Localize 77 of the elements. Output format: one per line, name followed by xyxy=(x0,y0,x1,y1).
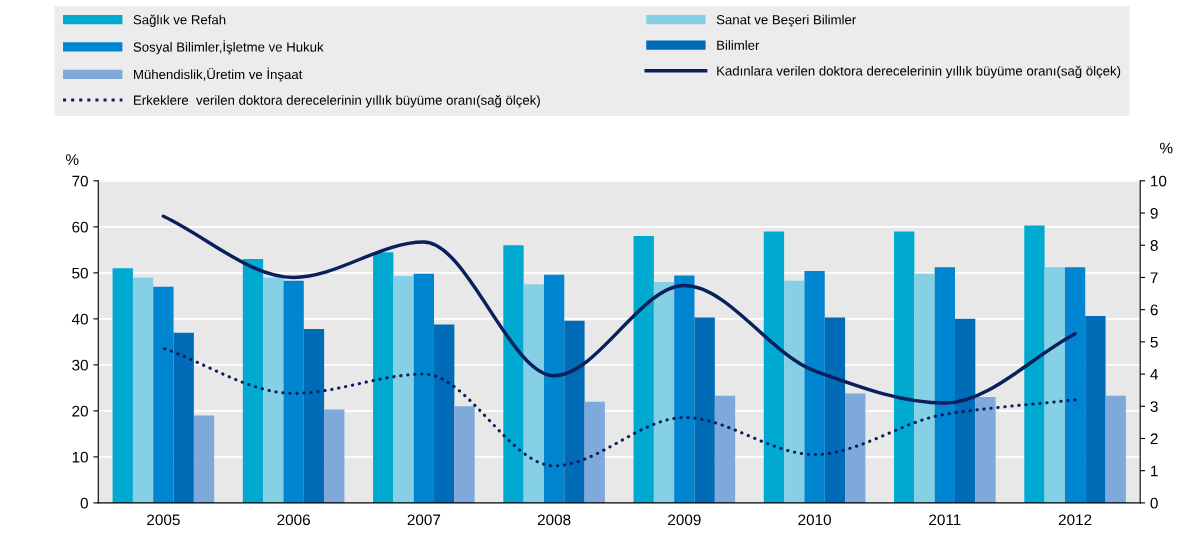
y2-tick-label: 2 xyxy=(1150,433,1158,445)
x-tick-label: 2006 xyxy=(277,514,310,526)
y2-tick-label: 9 xyxy=(1150,207,1158,219)
bar xyxy=(674,275,695,503)
bar xyxy=(845,393,866,503)
bar xyxy=(153,286,174,503)
bar xyxy=(1044,267,1065,503)
line-series xyxy=(161,214,1077,405)
y-tick-label: 30 xyxy=(72,359,88,371)
y-tick-label: 20 xyxy=(72,405,88,417)
x-tick-label: 2012 xyxy=(1058,514,1092,526)
bar xyxy=(1085,316,1106,503)
y-tick-label: 0 xyxy=(80,497,88,509)
bar xyxy=(564,320,585,503)
legend-label: Kadınlara verilen doktora derecelerinin yıllık büyüme oranı(sağ ölçek) xyxy=(717,65,1121,79)
bar xyxy=(324,409,345,503)
legend-label: Bilimler xyxy=(717,40,760,50)
bar xyxy=(763,231,785,503)
legend-label: Sosyal Bilimler,İşletme ve Hukuk xyxy=(133,40,324,55)
bar xyxy=(1024,225,1045,503)
x-tick-label: 2007 xyxy=(407,514,441,526)
y-tick-label: 40 xyxy=(71,313,88,325)
bar xyxy=(112,268,133,503)
bar xyxy=(975,397,996,503)
bar xyxy=(193,415,215,503)
y2-tick-label: 5 xyxy=(1150,336,1158,348)
y-tick-label: 60 xyxy=(72,221,88,233)
x-tick-label: 2005 xyxy=(147,514,180,526)
legend-label: Mühendislik,Üretim ve İnşaat xyxy=(134,67,303,82)
y2-tick-label: 4 xyxy=(1150,369,1158,380)
bar xyxy=(934,267,955,503)
bar xyxy=(824,317,846,503)
y-tick-label: 10 xyxy=(72,451,88,463)
y2-tick-label: 10 xyxy=(1151,175,1167,187)
bar xyxy=(523,284,544,503)
x-tick-label: 2010 xyxy=(798,514,831,526)
y2-axis-title: % xyxy=(1159,142,1173,154)
bar xyxy=(694,317,715,503)
bar xyxy=(173,332,194,503)
bar xyxy=(434,324,455,503)
x-tick-label: 2009 xyxy=(668,514,701,526)
legend-label: Sanat ve Beşeri Bilimler xyxy=(716,14,857,28)
bar xyxy=(454,406,475,503)
y2-tick-label: 1 xyxy=(1151,465,1158,477)
bar xyxy=(914,273,935,503)
bar xyxy=(1105,395,1126,503)
bar xyxy=(393,276,414,503)
legend-label: Erkeklere verilen doktora derecelerinin yıllık büyüme oranı(sağ ölçek) xyxy=(134,94,540,108)
y2-tick-label: 3 xyxy=(1150,401,1158,412)
x-tick-label: 2011 xyxy=(929,514,961,526)
bar xyxy=(242,259,264,503)
bar xyxy=(784,280,805,503)
bar xyxy=(263,277,284,503)
bar xyxy=(714,395,736,503)
y2-tick-label: 7 xyxy=(1150,272,1158,283)
x-tick-label: 2008 xyxy=(537,514,571,526)
bar xyxy=(543,274,565,503)
bar xyxy=(132,277,154,503)
bar xyxy=(954,318,976,503)
y-tick-label: 70 xyxy=(72,175,88,187)
bar xyxy=(894,231,915,503)
y2-tick-label: 6 xyxy=(1150,304,1158,316)
y-axis-title: % xyxy=(65,154,79,165)
bar xyxy=(804,271,825,503)
y2-tick-label: 8 xyxy=(1150,240,1158,251)
bar xyxy=(1064,267,1086,503)
legend-label: Sağlık ve Refah xyxy=(133,14,226,27)
bar xyxy=(584,401,605,503)
bar xyxy=(653,282,675,503)
bar xyxy=(413,273,435,503)
bar xyxy=(503,245,524,503)
bar xyxy=(373,252,394,503)
bar xyxy=(633,236,654,503)
y-tick-label: 50 xyxy=(72,267,88,279)
bar xyxy=(283,280,304,503)
y2-tick-label: 0 xyxy=(1150,497,1158,509)
bar xyxy=(303,328,325,503)
